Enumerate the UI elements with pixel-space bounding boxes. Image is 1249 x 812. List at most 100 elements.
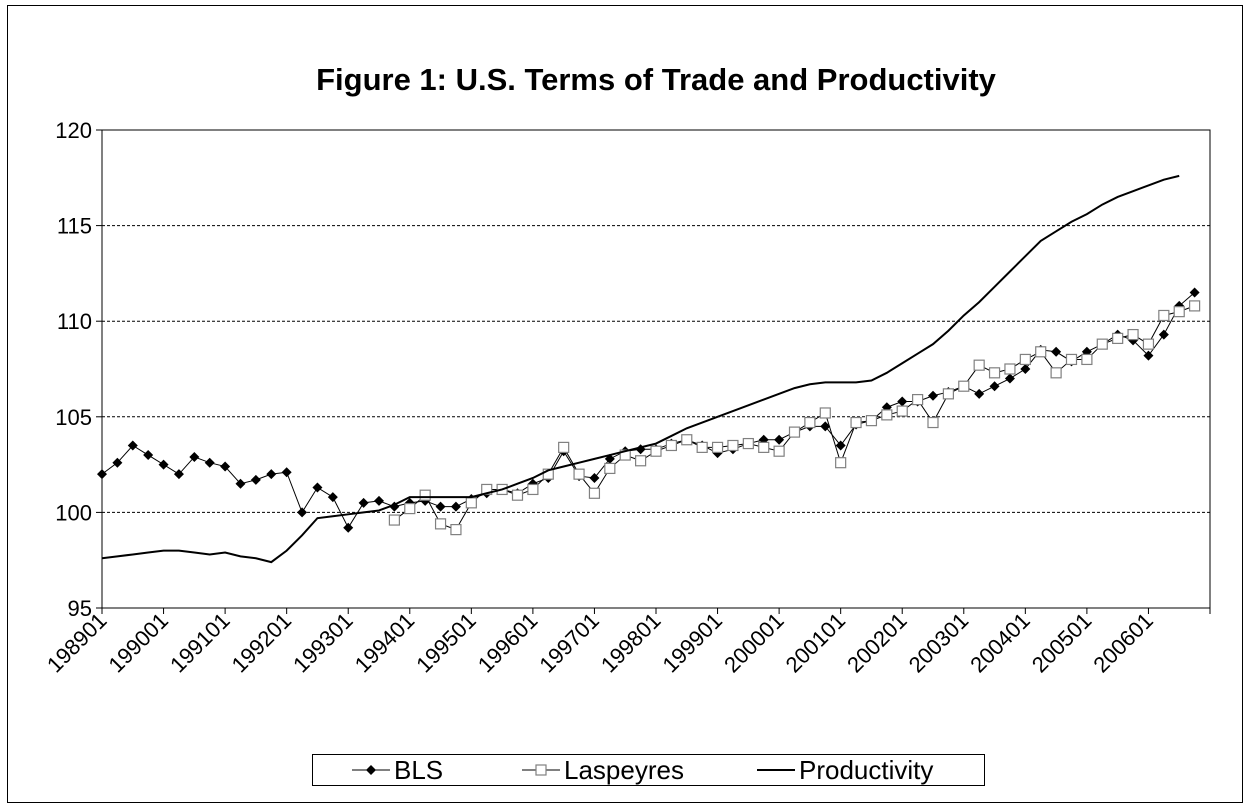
marker-diamond — [1004, 373, 1015, 384]
marker-diamond — [1143, 350, 1154, 361]
marker-diamond — [266, 469, 277, 480]
marker-square — [1127, 328, 1139, 341]
marker-square — [819, 407, 831, 419]
marker-square — [804, 416, 816, 429]
marker-square — [665, 439, 677, 452]
marker-diamond — [897, 396, 908, 407]
marker-square — [388, 514, 400, 526]
marker-square — [1158, 309, 1170, 322]
marker-diamond — [835, 440, 846, 451]
marker-square — [650, 445, 662, 457]
marker-square — [450, 524, 462, 536]
y-tick-label: 95 — [68, 596, 92, 621]
marker-diamond — [189, 451, 200, 462]
marker-square — [511, 489, 524, 501]
legend-label: Laspeyres — [564, 755, 684, 785]
marker-square — [896, 405, 908, 417]
y-tick-label: 105 — [55, 405, 92, 430]
marker-square — [681, 434, 693, 446]
marker-square — [758, 441, 770, 453]
marker-square — [696, 441, 708, 453]
marker-square — [988, 367, 1001, 379]
marker-square — [542, 468, 554, 480]
marker-diamond — [97, 469, 107, 480]
marker-square — [635, 455, 647, 467]
marker-square — [850, 416, 862, 429]
marker-square — [404, 502, 416, 515]
marker-diamond — [204, 457, 215, 468]
y-tick-label: 120 — [55, 118, 92, 143]
chart-border — [7, 5, 1243, 803]
marker-square — [1004, 363, 1016, 375]
marker-diamond — [358, 497, 369, 508]
marker-diamond — [112, 457, 123, 468]
marker-diamond — [297, 507, 308, 518]
marker-diamond — [820, 421, 831, 432]
marker-square — [912, 393, 924, 406]
marker-square — [1189, 300, 1201, 312]
marker-diamond — [435, 501, 446, 512]
marker-square — [958, 380, 970, 392]
marker-diamond — [1158, 329, 1169, 340]
marker-diamond — [343, 522, 354, 533]
legend-label: BLS — [394, 755, 443, 785]
marker-diamond — [158, 459, 169, 470]
marker-square — [1112, 332, 1124, 345]
marker-diamond — [774, 434, 785, 445]
marker-square — [1065, 353, 1078, 366]
marker-diamond — [281, 467, 292, 478]
marker-square — [1173, 306, 1185, 318]
marker-square — [535, 764, 547, 776]
marker-square — [558, 441, 570, 453]
marker-diamond — [928, 390, 938, 401]
marker-square — [619, 449, 631, 461]
marker-square — [1142, 338, 1155, 350]
marker-square — [465, 497, 477, 509]
marker-square — [835, 457, 847, 469]
marker-square — [481, 483, 493, 496]
marker-square — [419, 489, 431, 501]
marker-square — [788, 426, 801, 438]
legend-box — [312, 754, 985, 786]
marker-diamond — [312, 482, 323, 493]
marker-square — [573, 468, 585, 480]
marker-square — [1019, 353, 1031, 366]
marker-diamond — [1020, 364, 1031, 374]
marker-square — [1096, 338, 1108, 350]
marker-square — [742, 437, 754, 450]
marker-diamond — [143, 450, 154, 461]
marker-square — [973, 359, 985, 371]
marker-square — [1050, 367, 1062, 379]
marker-diamond — [450, 501, 461, 512]
marker-square — [865, 415, 878, 427]
marker-square — [1081, 353, 1093, 366]
marker-diamond — [235, 478, 246, 489]
marker-square — [881, 409, 893, 421]
y-tick-label: 100 — [55, 500, 92, 525]
marker-square — [727, 439, 739, 452]
marker-diamond — [220, 461, 231, 472]
marker-diamond — [374, 495, 384, 506]
series-line — [101, 174, 1180, 564]
chart-title: Figure 1: U.S. Terms of Trade and Produc… — [316, 62, 997, 97]
marker-square — [604, 462, 616, 475]
legend-label: Productivity — [799, 755, 933, 785]
marker-diamond — [1189, 287, 1200, 298]
marker-diamond — [989, 381, 1000, 392]
marker-square — [711, 441, 724, 453]
marker-diamond — [974, 388, 985, 399]
legend: BLS Laspeyres Productivity — [312, 754, 985, 786]
marker-square — [588, 487, 601, 499]
marker-diamond — [173, 469, 184, 480]
marker-diamond — [127, 440, 138, 451]
marker-diamond — [589, 472, 600, 483]
y-tick-label: 115 — [57, 214, 92, 239]
marker-diamond — [327, 492, 338, 503]
marker-square — [942, 388, 954, 400]
marker-square — [527, 483, 539, 496]
marker-diamond — [1051, 346, 1062, 357]
marker-diamond — [366, 765, 376, 775]
marker-square — [1035, 346, 1047, 358]
marker-square — [773, 445, 785, 457]
